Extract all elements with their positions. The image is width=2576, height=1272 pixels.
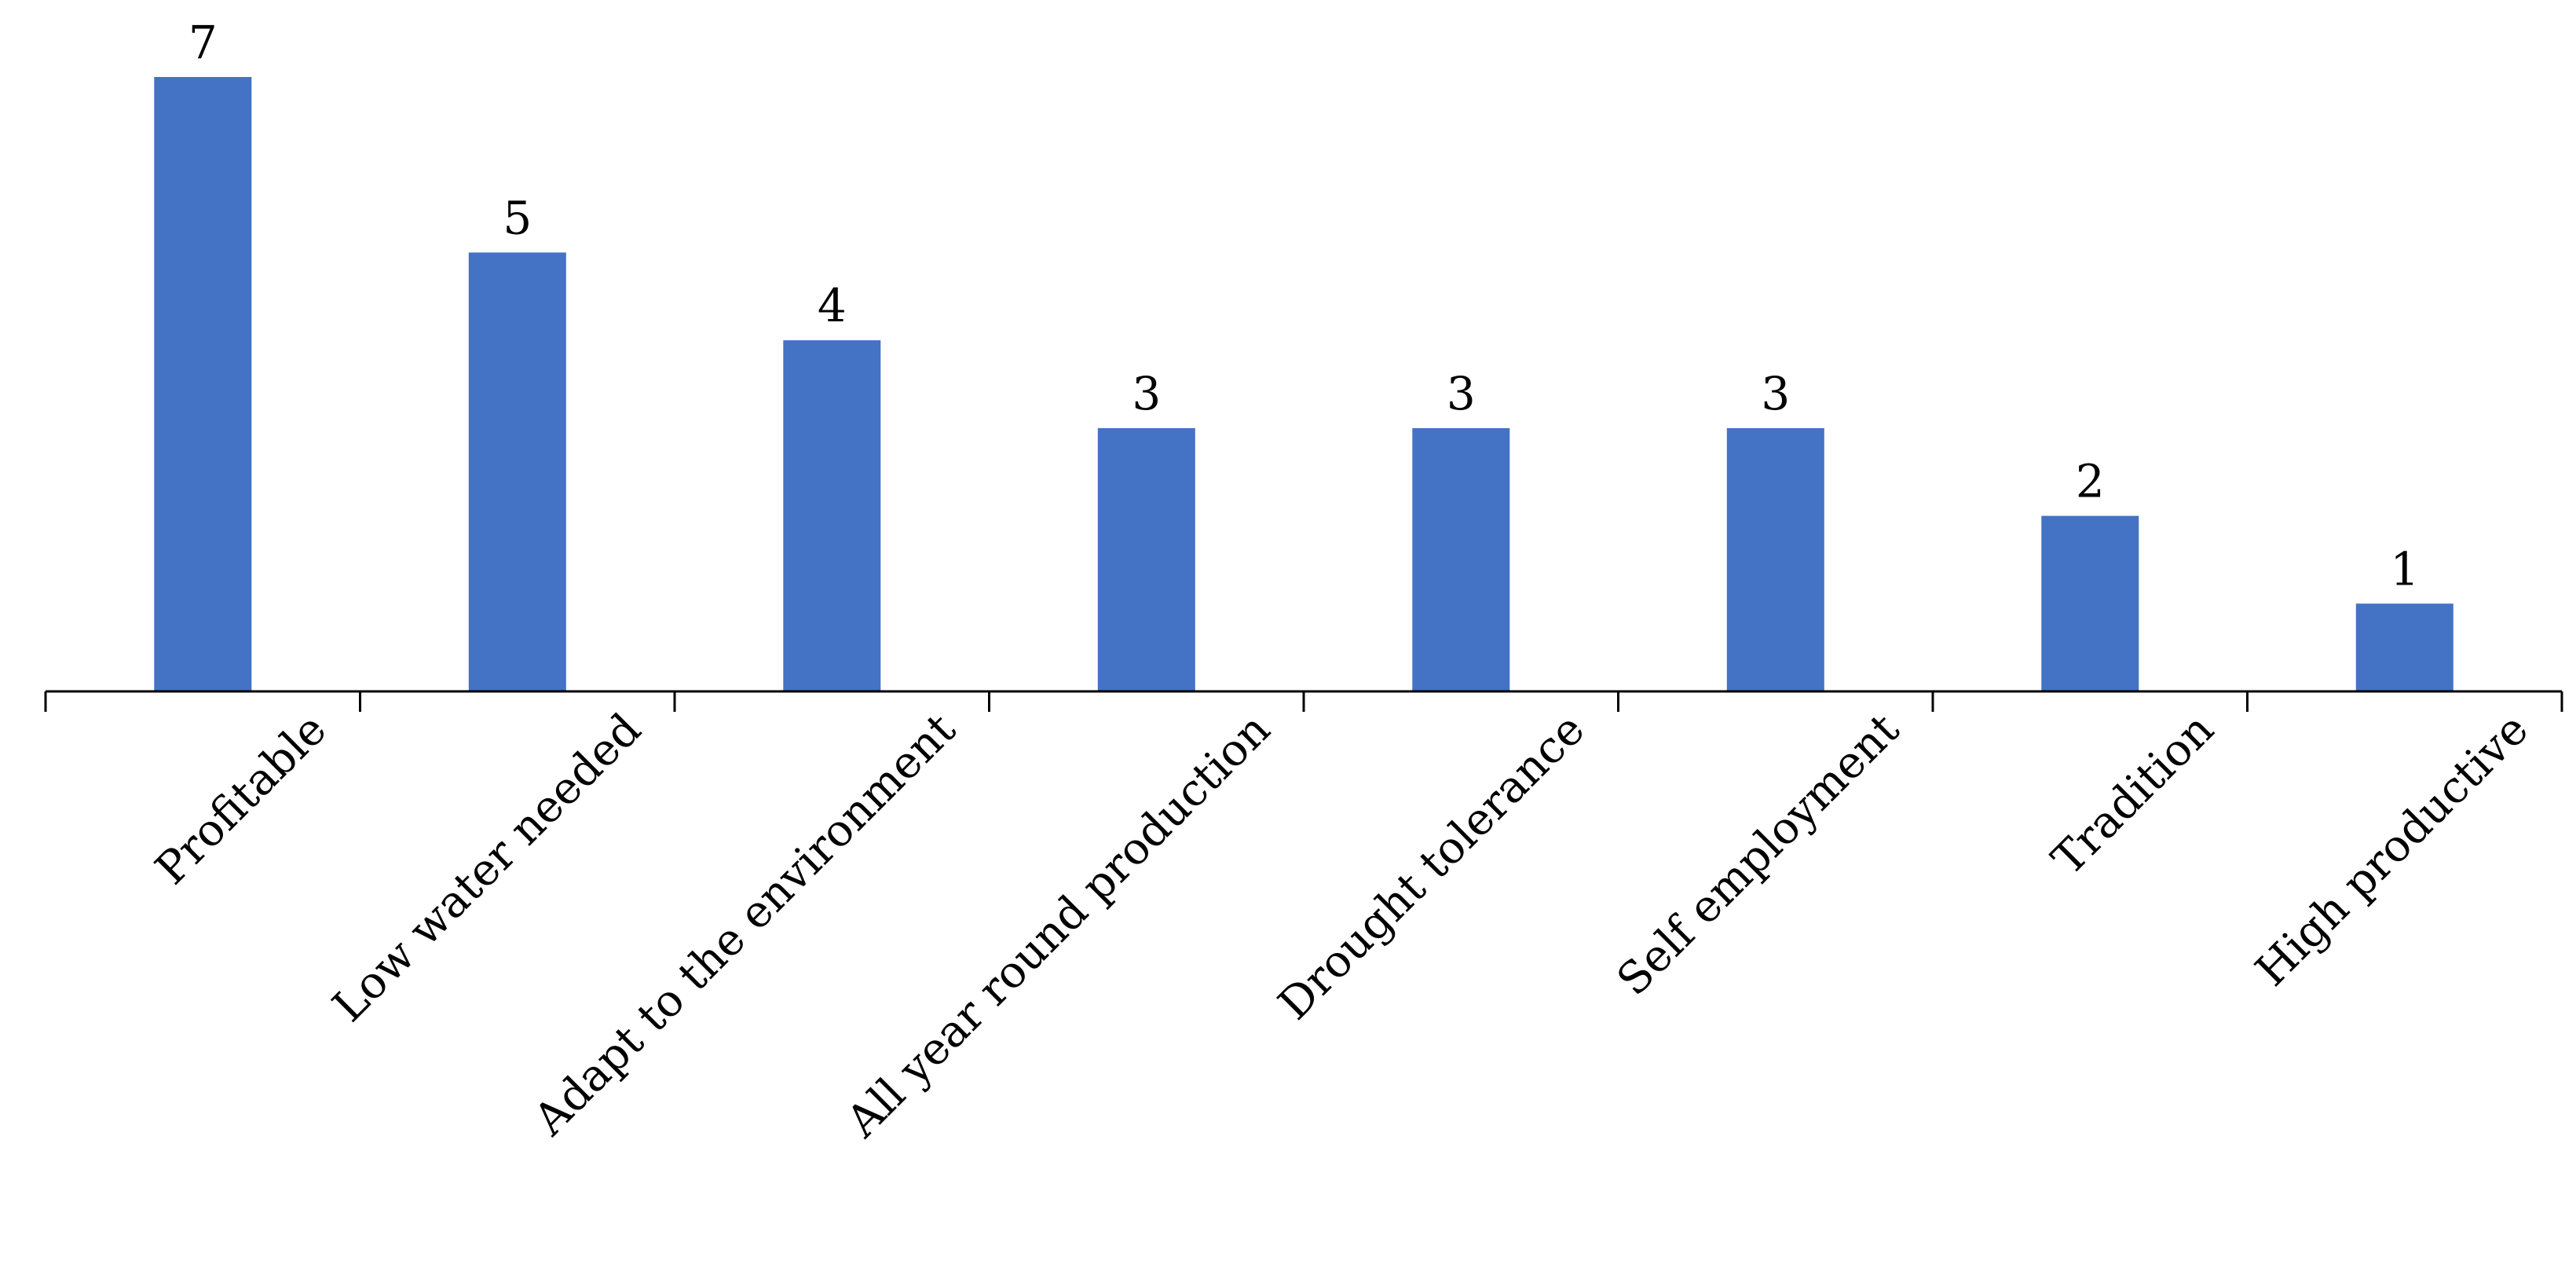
category-label-8: High productive: [2246, 704, 2538, 996]
data-label-5: 3: [1447, 367, 1476, 420]
data-label-2: 5: [503, 191, 532, 244]
data-label-8: 1: [2390, 542, 2419, 596]
category-label-7: Tradition: [2043, 704, 2224, 885]
x-axis: [44, 690, 2563, 712]
category-label-1: Profitable: [146, 704, 337, 895]
bar-8: [2355, 603, 2453, 691]
bar-5: [1412, 427, 1510, 691]
bar-6: [1726, 427, 1824, 691]
bar-1: [154, 77, 252, 691]
bar-3: [783, 340, 881, 691]
data-labels-layer: 7 5 4 3 3 3 2 1: [188, 16, 2419, 596]
category-label-2: Low water needed: [323, 704, 650, 1032]
data-label-1: 7: [188, 16, 218, 69]
data-label-6: 3: [1761, 367, 1790, 420]
data-label-3: 4: [818, 279, 847, 332]
data-label-4: 3: [1132, 367, 1161, 420]
category-label-6: Self employment: [1608, 704, 1909, 1006]
bars-layer: [154, 77, 2453, 691]
bar-2: [468, 252, 566, 691]
category-label-5: Drought tolerance: [1269, 704, 1595, 1030]
bar-4: [1097, 427, 1195, 691]
bar-7: [2041, 515, 2139, 691]
data-label-7: 2: [2076, 455, 2105, 508]
